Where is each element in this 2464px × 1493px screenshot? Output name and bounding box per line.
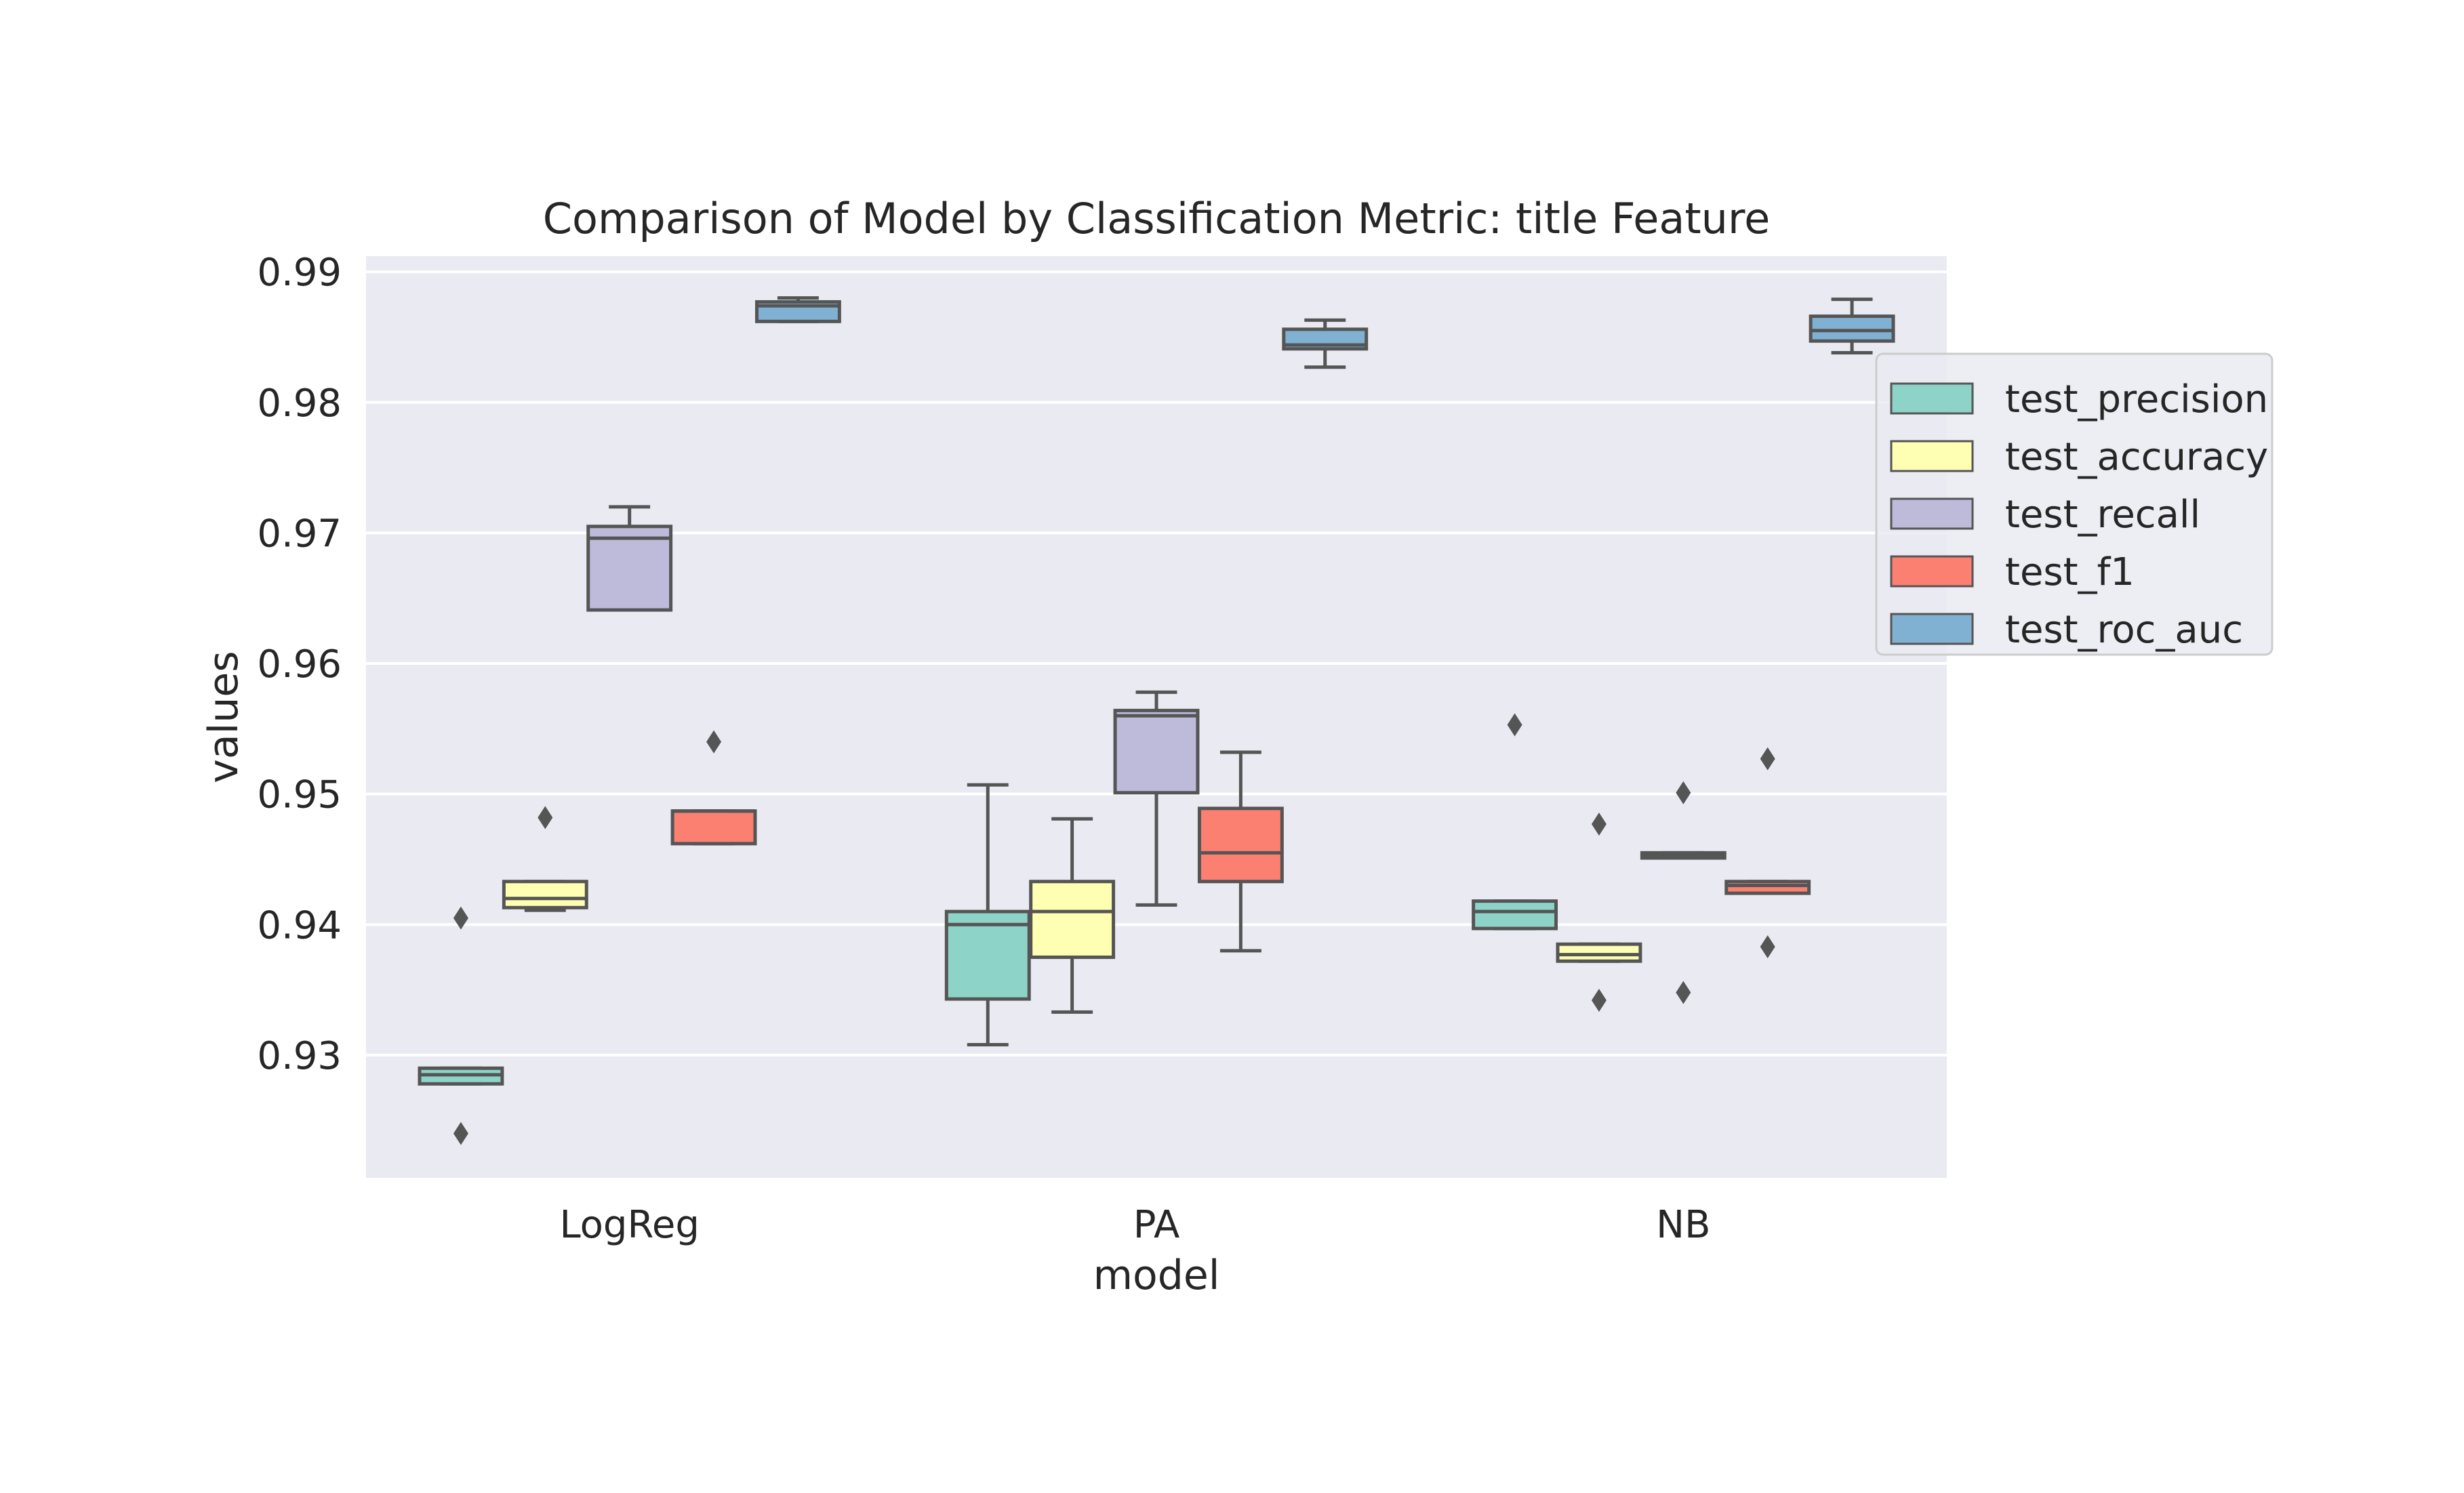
box-body: [586, 525, 673, 612]
y-axis-label: values: [200, 651, 247, 783]
legend-label: test_roc_auc: [2005, 608, 2243, 652]
y-tick-label: 0.94: [257, 903, 342, 947]
box-body: [1809, 314, 1895, 343]
box-test_roc_auc-PA: [1282, 318, 1369, 369]
x-tick-label: PA: [1133, 1203, 1180, 1247]
y-axis-ticks: 0.93 0.94 0.95 0.96 0.97 0.98 0.99: [257, 251, 342, 1078]
box-body: [1197, 806, 1284, 884]
box-plots: [418, 296, 1895, 1145]
box-body: [1113, 708, 1200, 795]
box-test_f1-PA: [1197, 750, 1284, 953]
legend: test_precision test_accuracy test_recallte…: [1875, 352, 2274, 656]
y-tick-label: 0.93: [257, 1034, 342, 1078]
box-body: [1472, 899, 1558, 930]
outlier-point: [1676, 981, 1691, 1004]
outlier-point: [538, 806, 553, 830]
chart-title: Comparison of Model by Classification Me…: [543, 194, 1771, 243]
legend-swatch: [1890, 382, 1974, 415]
outlier-point: [453, 906, 468, 930]
y-tick-label: 0.97: [257, 512, 342, 556]
box-test_accuracy-LogReg: [502, 806, 588, 912]
outlier-point: [1676, 781, 1691, 804]
box-body: [502, 880, 588, 909]
box-test_recall-NB: [1640, 781, 1726, 1004]
box-test_roc_auc-NB: [1809, 298, 1895, 355]
x-tick-label: LogReg: [559, 1203, 699, 1247]
box-test_f1-LogReg: [670, 730, 757, 846]
y-tick-label: 0.95: [257, 773, 342, 817]
legend-label: test_f1: [2005, 550, 2135, 594]
box-test_precision-LogReg: [418, 906, 504, 1145]
box-body: [670, 809, 757, 846]
outlier-point: [1591, 812, 1607, 836]
outlier-point: [1591, 989, 1607, 1013]
y-tick-label: 0.96: [257, 642, 342, 687]
legend-frame: [1875, 352, 2274, 656]
y-tick-label: 0.99: [257, 251, 342, 295]
legend-label: test_accuracy: [2005, 435, 2268, 479]
box-test_roc_auc-LogReg: [754, 296, 841, 323]
box-test_accuracy-PA: [1029, 817, 1116, 1014]
x-axis-ticks: LogReg PA NB: [559, 1203, 1710, 1247]
legend-swatch: [1890, 613, 1974, 645]
box-body: [1724, 880, 1811, 895]
box-test_accuracy-NB: [1556, 812, 1642, 1013]
legend-label: test_recall: [2005, 493, 2200, 537]
x-tick-label: NB: [1656, 1203, 1710, 1247]
y-tick-label: 0.98: [257, 382, 342, 426]
x-axis-label: model: [1093, 1252, 1220, 1299]
legend-swatch: [1890, 555, 1974, 588]
box-body: [1556, 942, 1642, 963]
box-test_f1-NB: [1724, 747, 1811, 959]
outlier-point: [1507, 713, 1522, 737]
box-test_recall-PA: [1113, 690, 1200, 907]
legend-swatch: [1890, 440, 1974, 472]
outlier-point: [453, 1122, 468, 1145]
box-test_precision-NB: [1472, 713, 1558, 930]
legend-swatch: [1890, 497, 1974, 530]
box-body: [1029, 880, 1116, 959]
box-test_recall-LogReg: [586, 505, 673, 612]
outlier-point: [1760, 747, 1775, 771]
box-test_precision-PA: [944, 783, 1031, 1047]
outlier-point: [706, 730, 722, 754]
legend-label: test_precision: [2005, 377, 2268, 422]
outlier-point: [1760, 935, 1775, 959]
